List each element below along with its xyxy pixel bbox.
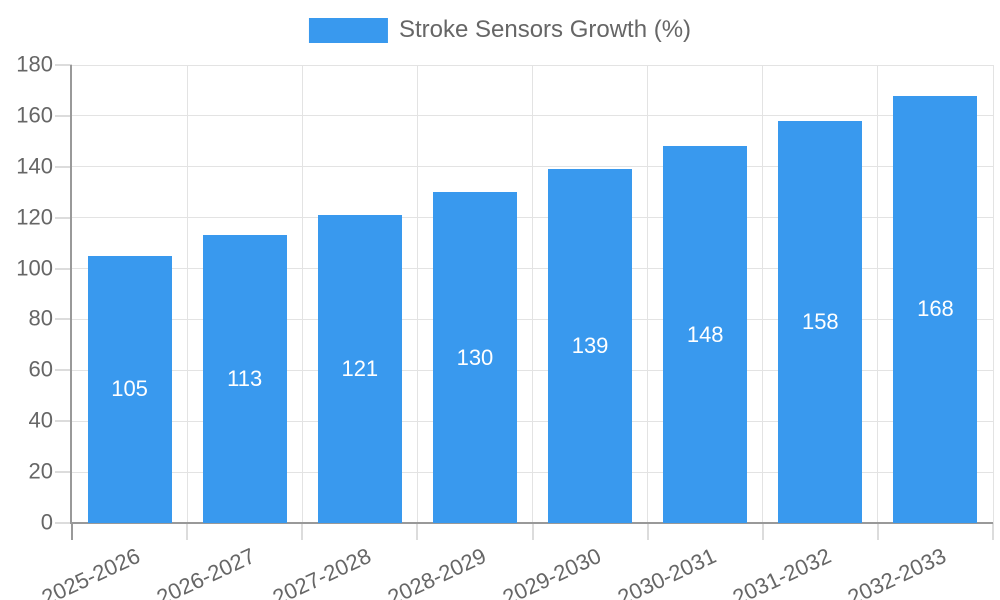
x-tick-mark bbox=[71, 523, 73, 540]
y-tick-mark bbox=[55, 318, 72, 321]
y-tick-label: 160 bbox=[16, 102, 53, 128]
x-tick-label: 2029-2030 bbox=[498, 543, 605, 600]
bar[interactable] bbox=[778, 120, 863, 523]
x-axis-line bbox=[70, 522, 993, 524]
x-tick-mark bbox=[416, 523, 419, 540]
bar-value-label: 130 bbox=[456, 344, 494, 370]
y-tick-label: 140 bbox=[16, 153, 53, 179]
y-tick-label: 60 bbox=[28, 356, 53, 382]
x-tick-mark bbox=[531, 523, 534, 540]
y-tick-label: 40 bbox=[28, 407, 53, 433]
y-tick-label: 80 bbox=[28, 305, 53, 331]
bar-value-label: 113 bbox=[227, 366, 263, 392]
x-gridline bbox=[532, 65, 533, 523]
bar[interactable] bbox=[663, 146, 748, 523]
y-tick-label: 180 bbox=[16, 51, 53, 77]
y-tick-mark bbox=[55, 114, 72, 117]
y-tick-mark bbox=[55, 522, 72, 524]
x-gridline bbox=[992, 65, 994, 523]
y-tick-label: 0 bbox=[40, 509, 53, 535]
y-tick-mark bbox=[55, 64, 72, 66]
bar-value-label: 148 bbox=[686, 321, 724, 347]
x-tick-mark bbox=[876, 523, 879, 540]
legend-label: Stroke Sensors Growth (%) bbox=[398, 16, 692, 43]
bar[interactable] bbox=[548, 169, 633, 523]
x-gridline bbox=[877, 65, 879, 523]
x-gridline bbox=[301, 65, 303, 523]
bar[interactable] bbox=[87, 255, 172, 523]
x-tick-label: 2032-2033 bbox=[844, 543, 951, 600]
x-tick-mark bbox=[761, 523, 764, 540]
y-tick-label: 120 bbox=[16, 204, 53, 230]
x-gridline bbox=[186, 65, 188, 523]
bar[interactable] bbox=[202, 235, 287, 523]
x-tick-mark bbox=[646, 523, 649, 540]
bar[interactable] bbox=[432, 192, 517, 523]
y-tick-mark bbox=[55, 165, 72, 168]
bar[interactable] bbox=[317, 215, 402, 523]
x-tick-mark bbox=[186, 523, 189, 540]
x-gridline bbox=[416, 65, 418, 523]
legend-item[interactable]: Stroke Sensors Growth (%) bbox=[308, 16, 692, 44]
bar-value-label: 105 bbox=[111, 376, 148, 402]
y-tick-label: 100 bbox=[16, 255, 53, 281]
bar-value-label: 139 bbox=[571, 333, 609, 359]
bar[interactable] bbox=[893, 95, 978, 523]
y-tick-mark bbox=[55, 216, 72, 219]
x-tick-label: 2028-2029 bbox=[383, 543, 490, 600]
y-tick-mark bbox=[55, 471, 72, 474]
bar-value-label: 121 bbox=[341, 356, 379, 382]
y-tick-mark bbox=[55, 420, 72, 423]
legend-swatch bbox=[308, 17, 388, 43]
x-tick-mark bbox=[992, 523, 994, 540]
y-tick-label: 20 bbox=[28, 458, 53, 484]
x-tick-label: 2025-2026 bbox=[38, 543, 145, 600]
bar-value-label: 158 bbox=[801, 308, 839, 334]
x-gridline bbox=[647, 65, 649, 523]
x-tick-label: 2030-2031 bbox=[613, 543, 720, 600]
x-tick-label: 2027-2028 bbox=[268, 543, 375, 600]
y-axis-line bbox=[70, 65, 72, 523]
y-tick-mark bbox=[55, 267, 72, 270]
x-gridline bbox=[762, 65, 764, 523]
x-tick-label: 2031-2032 bbox=[728, 543, 835, 600]
bar-value-label: 168 bbox=[917, 296, 954, 322]
y-tick-mark bbox=[55, 369, 72, 372]
x-tick-label: 2026-2027 bbox=[153, 543, 260, 600]
x-tick-mark bbox=[301, 523, 304, 540]
